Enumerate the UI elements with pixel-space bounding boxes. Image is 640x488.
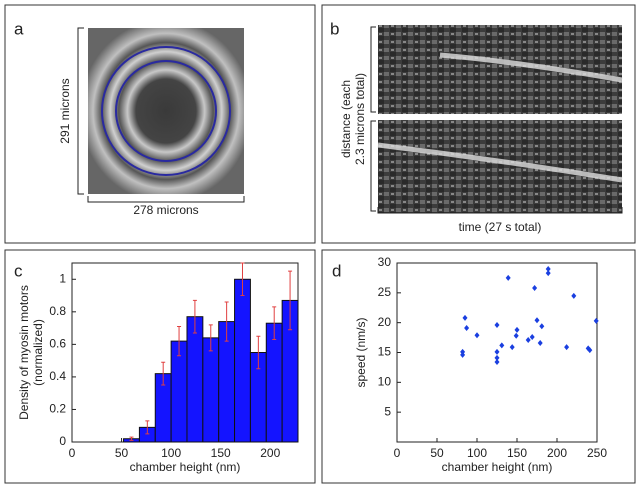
error-bar <box>288 270 293 331</box>
x-tick-label: 100 <box>467 446 487 460</box>
bracket <box>377 207 623 214</box>
x-axis-label: chamber height (nm) <box>130 460 241 474</box>
point <box>514 326 520 333</box>
x-tick-label: 150 <box>211 446 231 460</box>
point <box>539 323 545 330</box>
point <box>509 344 515 351</box>
ring-outline <box>101 46 231 176</box>
point <box>564 344 570 351</box>
bar <box>202 337 220 443</box>
point <box>462 314 468 321</box>
bar <box>265 322 283 443</box>
point <box>513 332 519 339</box>
x-tick-label: 200 <box>260 446 280 460</box>
point <box>545 270 551 277</box>
point <box>499 342 505 349</box>
point <box>529 333 535 340</box>
point <box>571 292 577 299</box>
y-tick-label: 5 <box>384 404 391 418</box>
error-bar <box>272 306 277 340</box>
error-bar <box>224 301 229 342</box>
x-tick-label: 50 <box>430 446 444 460</box>
y-tick-label: 0 <box>59 434 66 448</box>
point <box>534 317 540 324</box>
y-axis-label: speed (nm/s) <box>354 317 368 387</box>
y-tick-label: 15 <box>378 345 392 359</box>
kymograph-track <box>439 52 623 83</box>
panel-frame <box>4 249 316 484</box>
panel-label: a <box>14 19 24 38</box>
y-tick-label: 25 <box>378 285 392 299</box>
panel-frame <box>4 4 316 244</box>
x-axis-label: chamber height (nm) <box>442 460 553 474</box>
y-tick-label: 1 <box>59 271 66 285</box>
x-label: time (27 s total) <box>459 220 542 234</box>
point <box>525 336 531 343</box>
kymograph-track <box>377 142 623 183</box>
point <box>545 265 551 272</box>
point <box>494 359 500 366</box>
error-bar <box>240 262 245 297</box>
x-tick-label: 0 <box>69 446 76 460</box>
point <box>494 322 500 329</box>
error-bar <box>256 335 261 370</box>
x-tick-label: 150 <box>507 446 527 460</box>
bar <box>234 278 251 443</box>
error-bar <box>177 325 182 357</box>
panel-frame <box>321 249 636 484</box>
point <box>532 285 538 292</box>
panel-frame <box>321 4 636 244</box>
error-bar <box>192 299 197 334</box>
microscope-image <box>88 28 244 194</box>
width-label: 278 microns <box>133 203 198 217</box>
x-tick-label: 0 <box>394 446 401 460</box>
y-tick-label: 20 <box>378 315 392 329</box>
error-bar <box>208 324 213 352</box>
point <box>464 325 470 332</box>
bracket <box>87 196 245 203</box>
y-tick-label: 30 <box>378 255 392 269</box>
point <box>474 332 480 339</box>
x-tick-label: 50 <box>115 446 129 460</box>
ring-outline <box>115 60 217 162</box>
bracket <box>77 27 84 195</box>
y-axis-label: Density of myosin motors <box>17 285 31 420</box>
point <box>460 348 466 355</box>
panel-label: d <box>332 261 341 280</box>
height-label: 291 microns <box>58 78 72 143</box>
point <box>505 274 511 281</box>
bar <box>186 316 204 443</box>
y-tick-label: 0.8 <box>49 304 66 318</box>
point <box>494 348 500 355</box>
error-bar <box>161 361 166 386</box>
y-tick-label: 10 <box>378 375 392 389</box>
y-label: distance (each <box>339 80 353 158</box>
y-tick-label: 0.4 <box>49 369 66 383</box>
y-tick-label: 0.6 <box>49 337 66 351</box>
y-label: 2.3 microns total) <box>353 73 367 165</box>
panel-label: c <box>14 261 23 280</box>
x-tick-label: 100 <box>161 446 181 460</box>
kymograph <box>378 120 622 213</box>
point <box>593 317 599 324</box>
bracket <box>370 26 376 212</box>
point <box>587 347 593 354</box>
x-tick-label: 250 <box>587 446 607 460</box>
error-bar <box>145 420 150 435</box>
panel-label: b <box>330 19 339 38</box>
error-bar <box>129 436 134 441</box>
point <box>537 339 543 346</box>
y-axis-label: (normalized) <box>31 319 45 386</box>
y-tick-label: 0.2 <box>49 402 66 416</box>
x-tick-label: 200 <box>547 446 567 460</box>
point <box>494 354 500 361</box>
kymograph <box>378 25 622 114</box>
